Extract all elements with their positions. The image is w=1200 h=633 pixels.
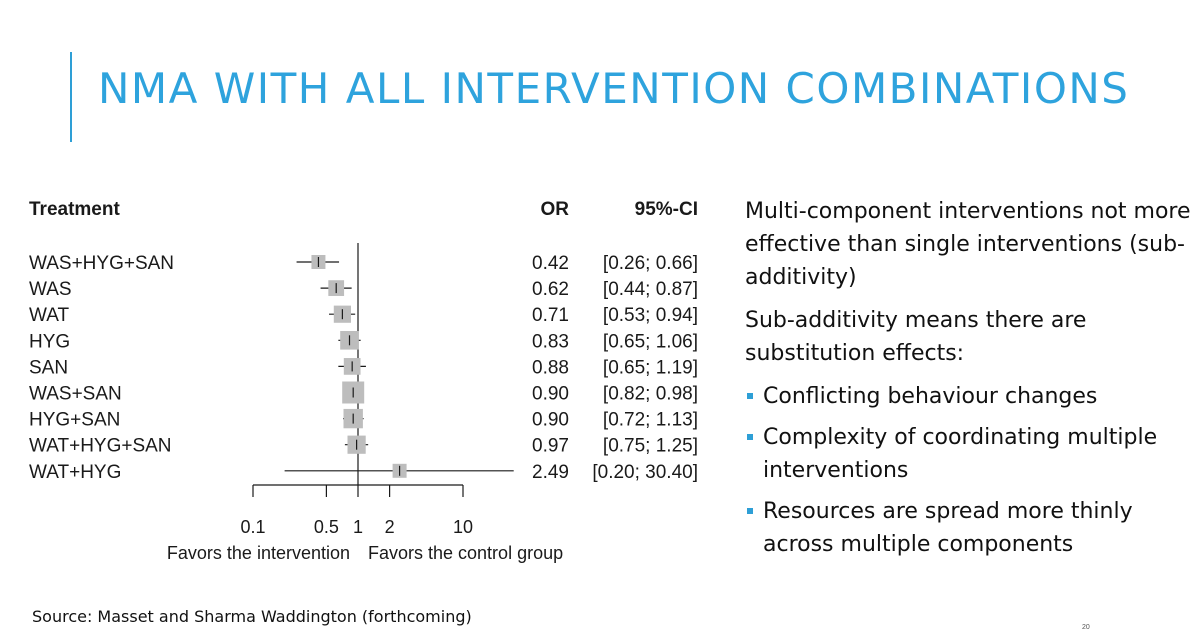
ci-value: [0.26; 0.66] xyxy=(603,253,698,274)
ci-value: [0.65; 1.19] xyxy=(603,357,698,378)
or-value: 0.83 xyxy=(532,331,569,352)
favors-control-label: Favors the control group xyxy=(368,543,563,563)
header-ci: 95%-CI xyxy=(635,199,698,220)
favors-intervention-label: Favors the intervention xyxy=(167,543,350,563)
or-value: 0.88 xyxy=(532,357,569,378)
or-value: 0.97 xyxy=(532,436,569,457)
treatment-label: WAT xyxy=(29,305,69,326)
ci-value: [0.53; 0.94] xyxy=(603,305,698,326)
treatment-label: WAS+HYG+SAN xyxy=(29,253,174,274)
source-citation: Source: Masset and Sharma Waddington (fo… xyxy=(32,607,472,626)
or-value: 0.42 xyxy=(532,253,569,274)
or-value: 0.71 xyxy=(532,305,569,326)
x-tick-label: 1 xyxy=(353,517,363,537)
treatment-label: WAS+SAN xyxy=(29,384,122,405)
bullet-item: Conflicting behaviour changes xyxy=(745,380,1195,413)
x-tick-label: 10 xyxy=(453,517,473,537)
x-tick-label: 2 xyxy=(385,517,395,537)
title-accent-bar xyxy=(70,52,72,142)
forest-plot: Treatment OR 95%-CI Favors the intervent… xyxy=(29,199,698,563)
x-tick-label: 0.1 xyxy=(240,517,265,537)
bullet-list: Conflicting behaviour changes Complexity… xyxy=(745,380,1195,561)
slide-title: NMA WITH ALL INTERVENTION COMBINATIONS xyxy=(98,64,1130,113)
treatment-label: WAT+HYG xyxy=(29,462,121,483)
bullet-item: Complexity of coordinating multiple inte… xyxy=(745,421,1195,487)
x-tick-label: 0.5 xyxy=(314,517,339,537)
ci-value: [0.72; 1.13] xyxy=(603,410,698,431)
header-treatment: Treatment xyxy=(29,199,120,220)
treatment-label: HYG xyxy=(29,331,70,352)
or-value: 2.49 xyxy=(532,462,569,483)
ci-value: [0.44; 0.87] xyxy=(603,279,698,300)
or-value: 0.90 xyxy=(532,410,569,431)
or-value: 0.90 xyxy=(532,384,569,405)
or-value: 0.62 xyxy=(532,279,569,300)
header-or: OR xyxy=(541,199,570,220)
point-substitution: Sub-additivity means there are substitut… xyxy=(745,308,1087,366)
ci-value: [0.82; 0.98] xyxy=(603,384,698,405)
ci-value: [0.65; 1.06] xyxy=(603,331,698,352)
bullet-item: Resources are spread more thinly across … xyxy=(745,495,1195,561)
treatment-label: WAT+HYG+SAN xyxy=(29,436,172,457)
ci-value: [0.20; 30.40] xyxy=(592,462,698,483)
treatment-label: SAN xyxy=(29,357,68,378)
treatment-label: HYG+SAN xyxy=(29,410,120,431)
point-subadditivity: Multi-component interventions not more e… xyxy=(745,199,1191,290)
ci-value: [0.75; 1.25] xyxy=(603,436,698,457)
page-number: 20 xyxy=(1082,624,1090,631)
key-points: Multi-component interventions not more e… xyxy=(745,195,1195,569)
treatment-label: WAS xyxy=(29,279,72,300)
